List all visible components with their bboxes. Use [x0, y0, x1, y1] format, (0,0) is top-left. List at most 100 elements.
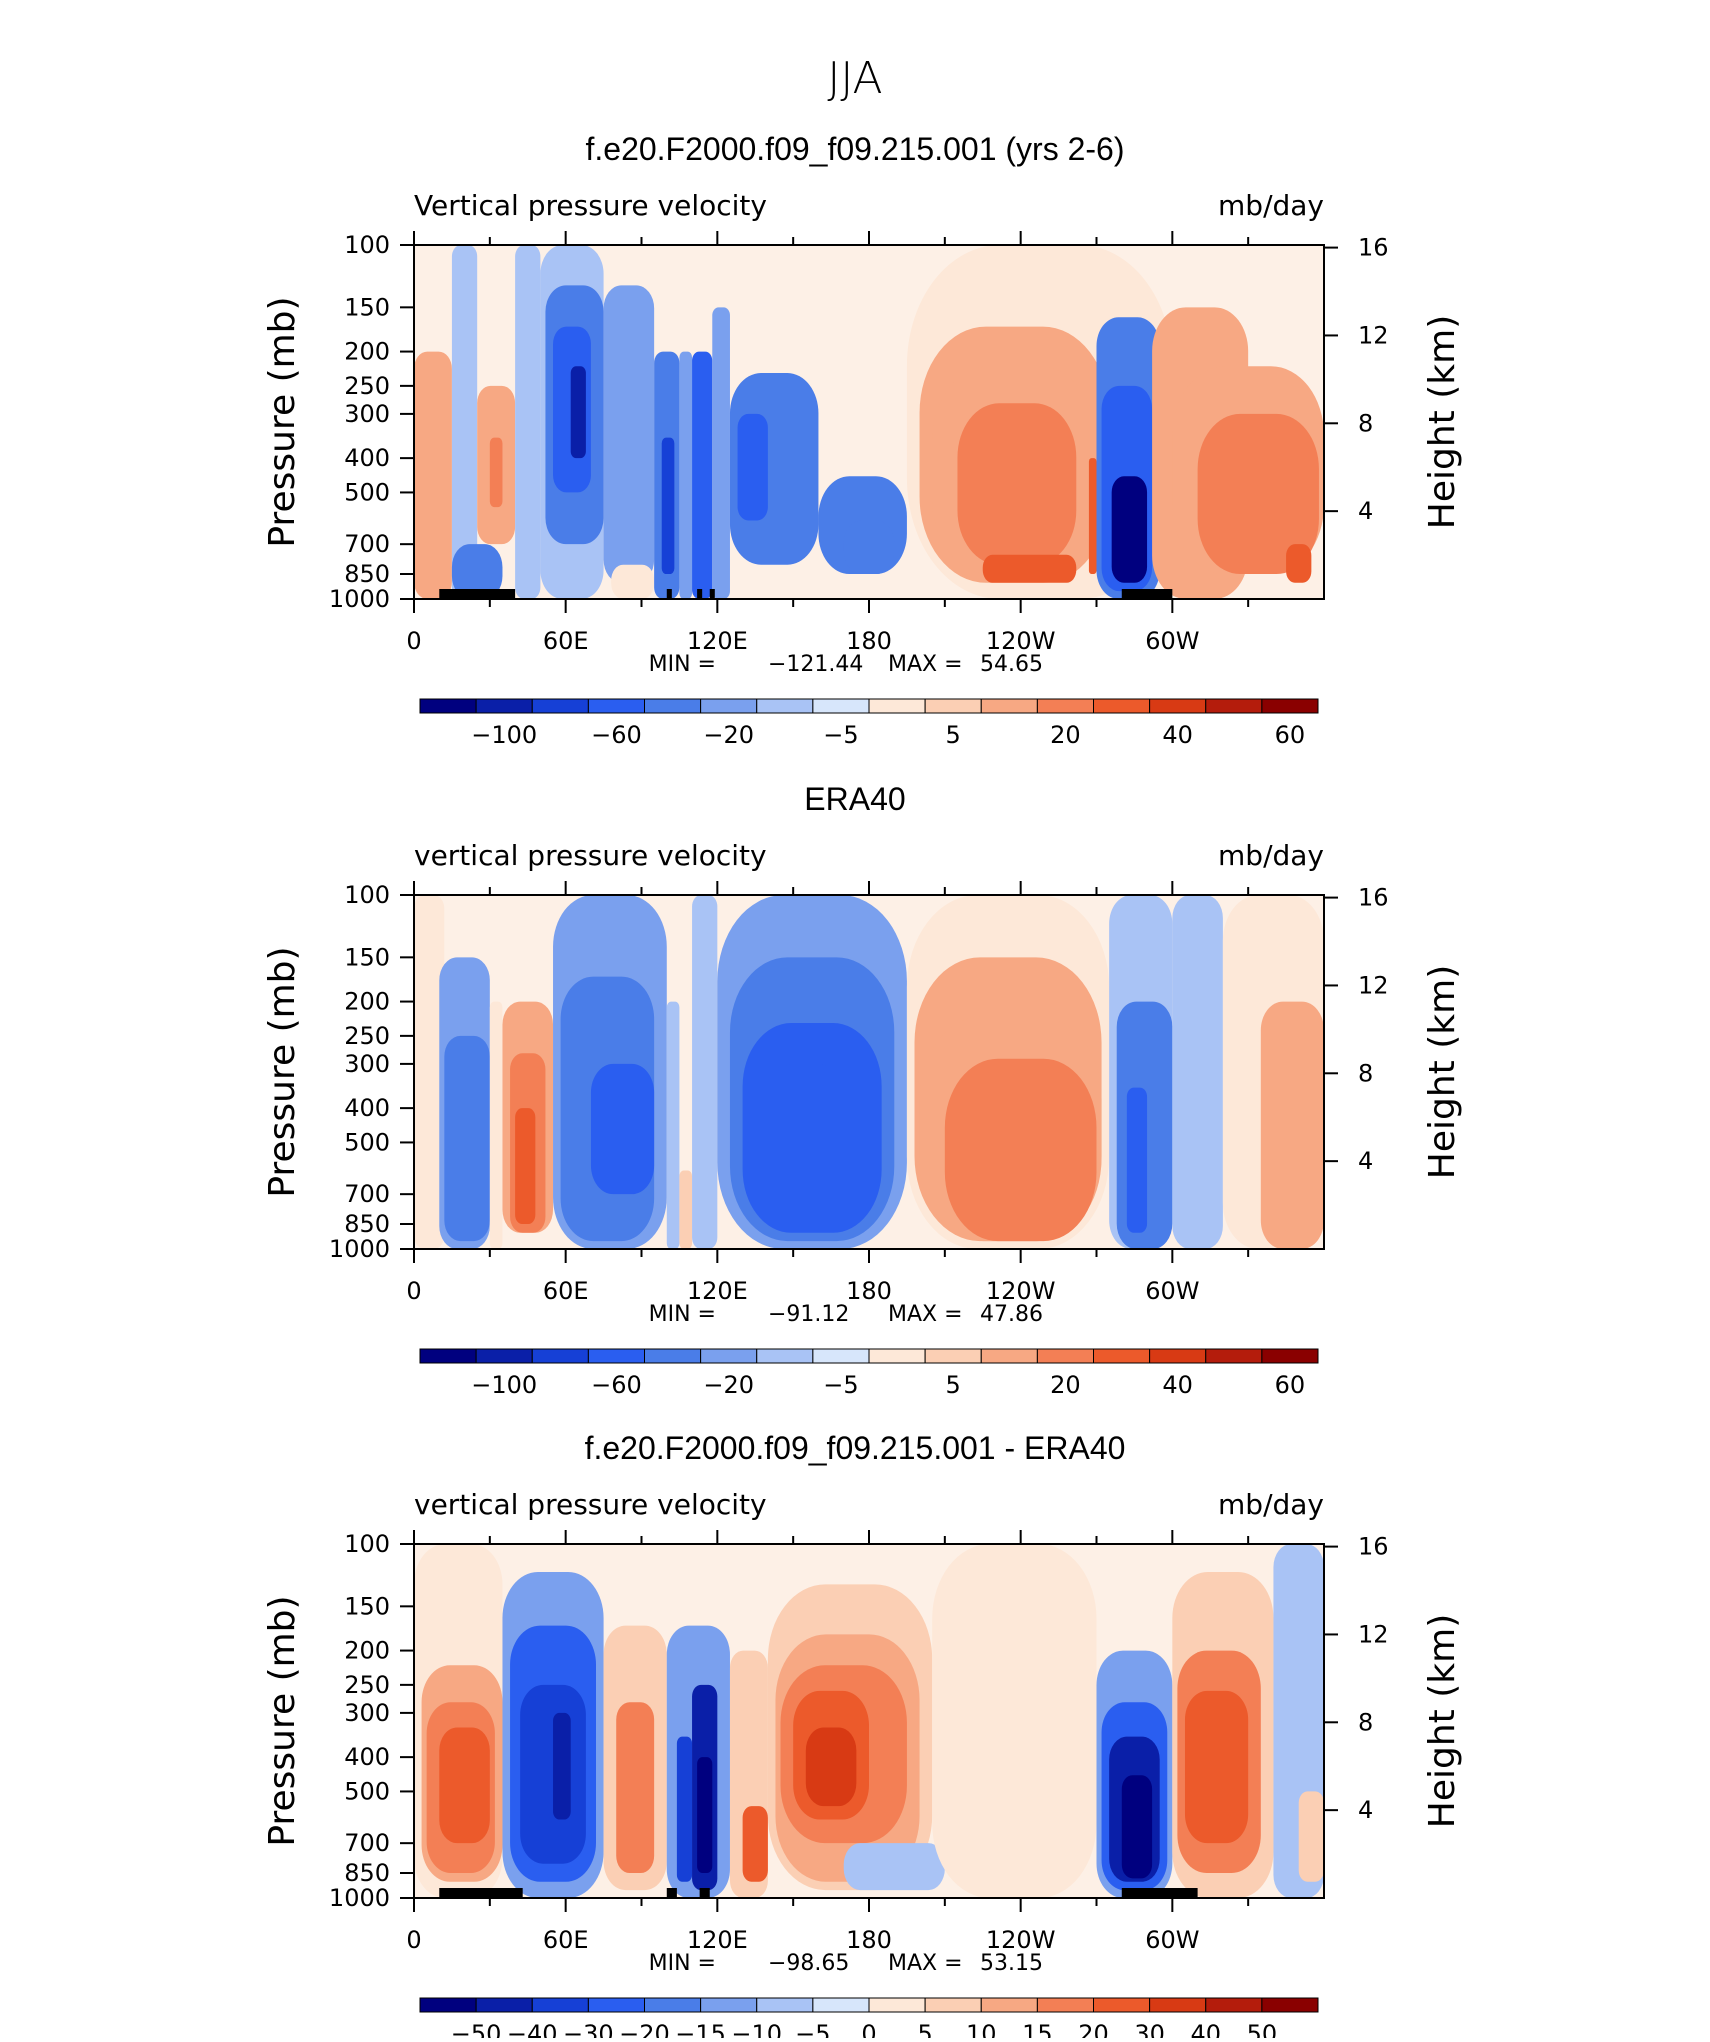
colorbar-swatch [1036, 698, 1094, 714]
contour-cell [451, 245, 478, 599]
min-label: MIN = [649, 652, 716, 677]
colorbar-swatch [1093, 1348, 1151, 1364]
colorbar-tick-label: 40 [1162, 1371, 1193, 1399]
colorbar-tick-label: 5 [946, 1371, 961, 1399]
max-label: MAX = [888, 1302, 963, 1327]
y2-tick-label: 12 [1358, 971, 1389, 999]
contour-cell [676, 1736, 693, 1882]
contour-cell [515, 245, 541, 599]
colorbar-swatch [812, 698, 870, 714]
colorbar-swatch [812, 1997, 870, 2013]
colorbar-tick-label: 50 [1247, 2020, 1278, 2038]
colorbar-swatch [644, 698, 702, 714]
colorbar-swatch [1093, 698, 1151, 714]
y-tick-label: 250 [344, 1022, 390, 1050]
contour-cell [679, 1170, 693, 1249]
topography-mask [697, 589, 703, 599]
y2-tick-label: 4 [1358, 497, 1373, 525]
colorbar-tick-label: −20 [703, 1371, 754, 1399]
contour-cell [1184, 1690, 1249, 1844]
colorbar-tick-label: 40 [1162, 721, 1193, 749]
y2-tick-label: 12 [1358, 321, 1389, 349]
colorbar-tick-label: −20 [703, 721, 754, 749]
y-tick-label: 700 [344, 1180, 390, 1208]
y-tick-label: 300 [344, 1050, 390, 1078]
contour-cell [1172, 895, 1223, 1249]
y-tick-label: 400 [344, 1094, 390, 1122]
y-tick-label: 200 [344, 1637, 390, 1665]
x-tick-label: 120E [687, 1926, 748, 1954]
y-tick-label: 200 [344, 988, 390, 1016]
contour-cell [932, 1544, 1097, 1898]
colorbar-swatch [1036, 1997, 1094, 2013]
max-label: MAX = [888, 652, 963, 677]
y-tick-label: 850 [344, 1859, 390, 1887]
min-label: MIN = [649, 1951, 716, 1976]
colorbar-swatch [587, 698, 645, 714]
colorbar-tick-label: 5 [917, 2020, 932, 2038]
min-value: −91.12 [768, 1302, 849, 1327]
contour-cell [515, 1108, 536, 1225]
colorbar-swatch [1093, 1997, 1151, 2013]
colorbar-swatch [419, 1348, 477, 1364]
colorbar-tick-label: 20 [1050, 1371, 1081, 1399]
colorbar-swatch [1261, 1997, 1319, 2013]
min-value: −98.65 [768, 1951, 849, 1976]
colorbar-tick-label: 30 [1134, 2020, 1165, 2038]
x-tick-label: 60W [1145, 1277, 1199, 1305]
y2-axis-label: Height (km) [1422, 965, 1463, 1179]
contour-cell [570, 366, 586, 459]
colorbar-tick-label: −40 [507, 2020, 558, 2038]
contour-cell [767, 1063, 844, 1225]
colorbar-tick-label: 60 [1275, 1371, 1306, 1399]
colorbar-swatch [980, 1997, 1038, 2013]
x-tick-label: 60E [543, 627, 589, 655]
y-tick-label: 500 [344, 1777, 390, 1805]
max-label: MAX = [888, 1951, 963, 1976]
min-label: MIN = [649, 1302, 716, 1327]
contour-cell [666, 1001, 680, 1249]
x-tick-label: 60E [543, 1926, 589, 1954]
colorbar-tick-label: −5 [823, 721, 858, 749]
colorbar-tick-label: −30 [563, 2020, 614, 2038]
contour-cell [957, 403, 1077, 565]
colorbar-swatch [980, 1348, 1038, 1364]
y-tick-label: 200 [344, 338, 390, 366]
colorbar-swatch [1149, 1348, 1207, 1364]
colorbar-swatch [700, 1997, 758, 2013]
y-tick-label: 500 [344, 1128, 390, 1156]
colorbar-swatch [1261, 1348, 1319, 1364]
colorbar-swatch [531, 1997, 589, 2013]
colorbar-swatch [1261, 698, 1319, 714]
contour-cell [1298, 1791, 1324, 1882]
variable-label: Vertical pressure velocity [414, 189, 767, 222]
y-tick-label: 1000 [329, 1235, 390, 1263]
panel-title: f.e20.F2000.f09_f09.215.001 - ERA40 [585, 1430, 1126, 1466]
colorbar-tick-label: −60 [591, 721, 642, 749]
contour-cell [414, 351, 452, 599]
colorbar-swatch [1205, 1997, 1263, 2013]
colorbar-swatch [475, 698, 533, 714]
x-tick-label: 120W [986, 1277, 1056, 1305]
contour-cell [692, 895, 718, 1249]
topography-mask [709, 589, 715, 599]
y2-axis-label: Height (km) [1422, 315, 1463, 529]
y2-axis-label: Height (km) [1422, 1614, 1463, 1828]
colorbar-swatch [868, 1348, 926, 1364]
y-tick-label: 250 [344, 1671, 390, 1699]
contour-cell [590, 1063, 655, 1195]
x-tick-label: 0 [406, 1926, 421, 1954]
y-tick-label: 700 [344, 530, 390, 558]
y-tick-label: 700 [344, 1829, 390, 1857]
y2-tick-label: 16 [1358, 234, 1389, 262]
figure-title: JJA [827, 53, 882, 104]
x-tick-label: 180 [846, 1277, 892, 1305]
x-tick-label: 60W [1145, 627, 1199, 655]
contour-cell [1197, 413, 1319, 575]
x-tick-label: 120E [687, 627, 748, 655]
contour-cell [1121, 1775, 1153, 1879]
x-tick-label: 120E [687, 1277, 748, 1305]
y-tick-label: 1000 [329, 1884, 390, 1912]
